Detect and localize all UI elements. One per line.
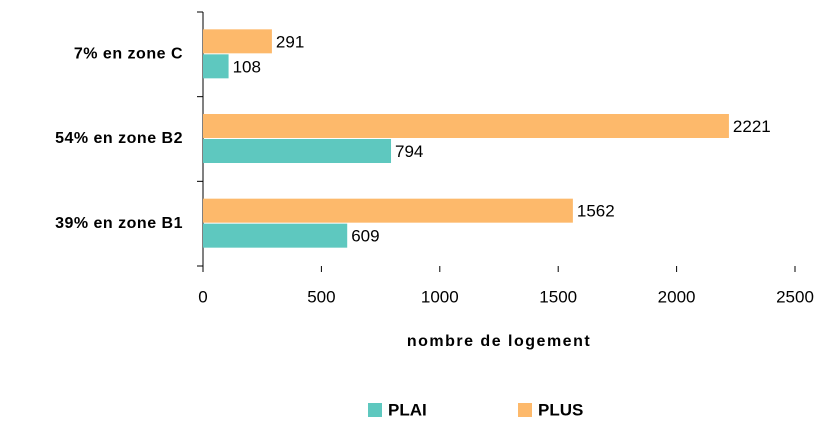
bar xyxy=(203,223,348,248)
bar xyxy=(203,29,272,54)
legend-label: PLUS xyxy=(538,400,583,419)
bar xyxy=(203,54,229,79)
legend-swatch xyxy=(368,403,382,417)
bar xyxy=(203,114,729,138)
x-tick-label: 500 xyxy=(307,287,335,306)
category-label: 39% en zone B1 xyxy=(55,215,183,232)
value-label: 108 xyxy=(233,57,261,76)
bar xyxy=(203,139,392,163)
value-label: 794 xyxy=(395,142,423,161)
value-label: 2221 xyxy=(733,117,771,136)
bar xyxy=(203,198,573,223)
value-label: 291 xyxy=(276,32,304,51)
value-label: 1562 xyxy=(577,202,615,221)
x-tick-label: 1000 xyxy=(421,287,459,306)
x-tick-label: 2000 xyxy=(658,287,696,306)
x-tick-label: 2500 xyxy=(776,287,814,306)
legend-swatch xyxy=(518,403,532,417)
x-tick-label: 1500 xyxy=(539,287,577,306)
value-label: 609 xyxy=(351,227,379,246)
x-tick-label: 0 xyxy=(198,287,207,306)
x-axis-label: nombre de logement xyxy=(407,333,591,350)
legend-label: PLAI xyxy=(388,400,427,419)
category-label: 7% en zone C xyxy=(74,46,183,63)
category-label: 54% en zone B2 xyxy=(55,130,183,147)
